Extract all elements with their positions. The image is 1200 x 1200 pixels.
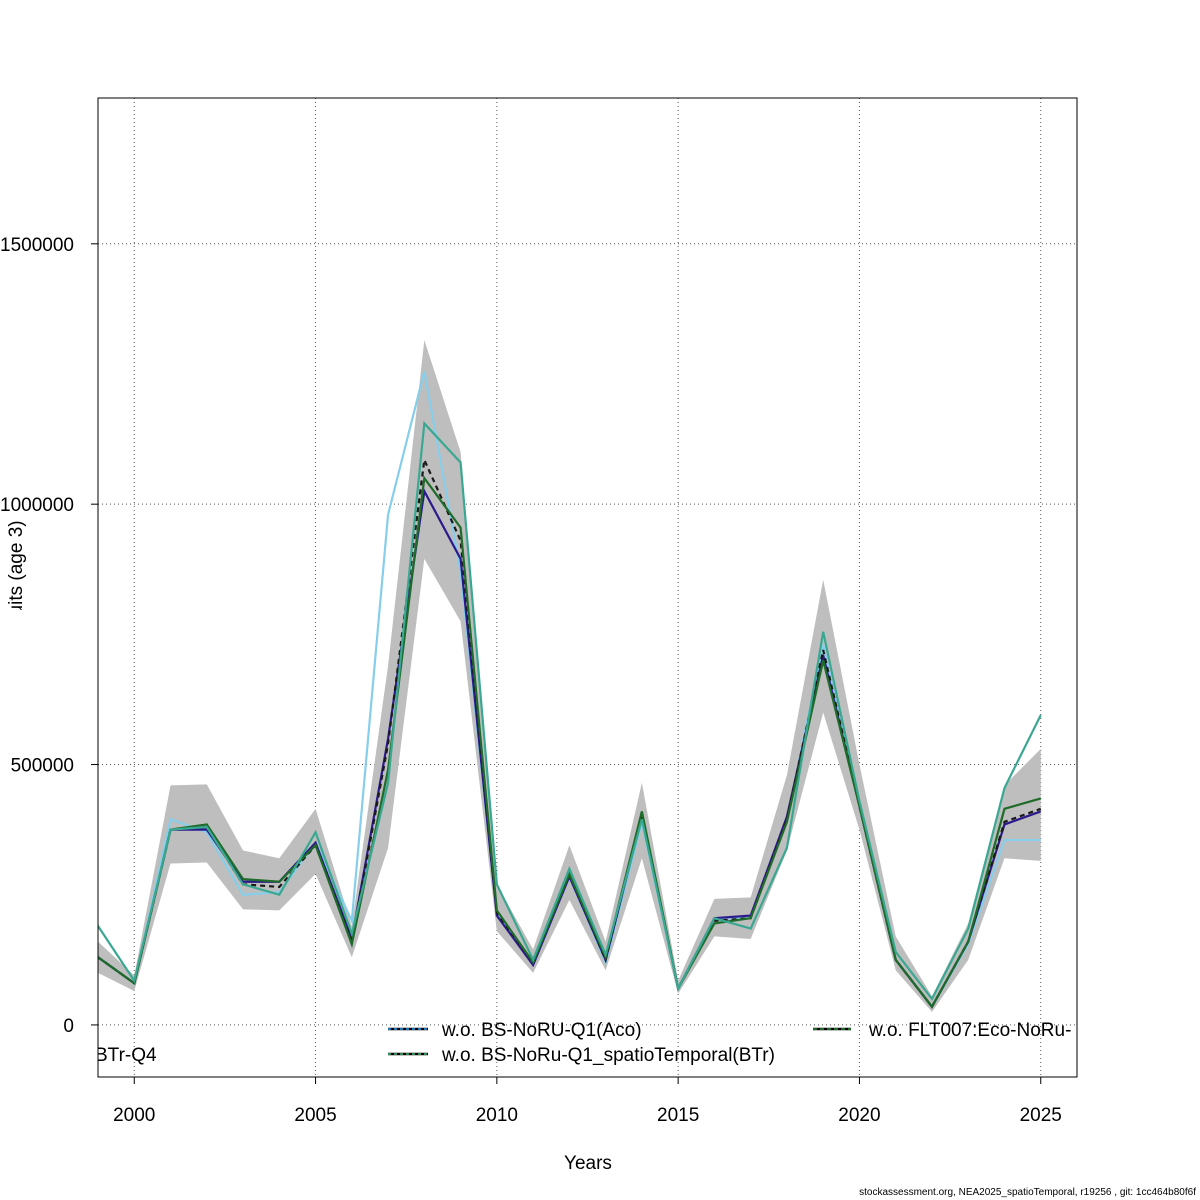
legend-label: w.o. FLT007:Eco-NoRu- bbox=[868, 1020, 1071, 1041]
x-tick-label: 2010 bbox=[476, 1105, 518, 1126]
x-tick-label: 2005 bbox=[294, 1105, 336, 1126]
plot-frame bbox=[97, 97, 1078, 1078]
y-tick-label: 500000 bbox=[11, 756, 74, 777]
legend-label: w.o. BS-NoRU-Q1(Aco) bbox=[441, 1020, 642, 1041]
series-line-4 bbox=[98, 475, 1042, 1009]
x-tick-label: 2020 bbox=[838, 1105, 880, 1126]
y-tick-label: 0 bbox=[63, 1016, 74, 1037]
x-axis-label: Years bbox=[564, 1153, 612, 1174]
footer-credit: stockassessment.org, NEA2025_spatioTempo… bbox=[859, 1187, 1196, 1198]
series-line-5 bbox=[98, 420, 1042, 1001]
x-axis-ticks: 2000 2005 2010 2015 2020 2025 bbox=[113, 1077, 1062, 1126]
legend-label: w.o. BS-NoRu-Q1_spatioTemporal(BTr) bbox=[441, 1045, 775, 1066]
confidence-band-area bbox=[98, 340, 1041, 1012]
series-lines bbox=[98, 371, 1042, 1009]
y-tick-label: 1500000 bbox=[0, 235, 74, 256]
x-tick-label: 2000 bbox=[113, 1105, 155, 1126]
legend: w.o. BS-NoRU-Q1(Aco) w.o. BS-NoRu-Q1_spat… bbox=[95, 1020, 1071, 1066]
x-tick-label: 2025 bbox=[1020, 1105, 1062, 1126]
x-tick-label: 2015 bbox=[657, 1105, 699, 1126]
confidence-band bbox=[98, 340, 1041, 1012]
y-tick-label: 1000000 bbox=[0, 495, 74, 516]
legend-label: BTr-Q4 bbox=[95, 1045, 157, 1066]
y-axis-ticks: 0 500000 1000000 1500000 bbox=[0, 235, 98, 1037]
y-axis-label: Recruits (age 3) bbox=[6, 520, 27, 655]
